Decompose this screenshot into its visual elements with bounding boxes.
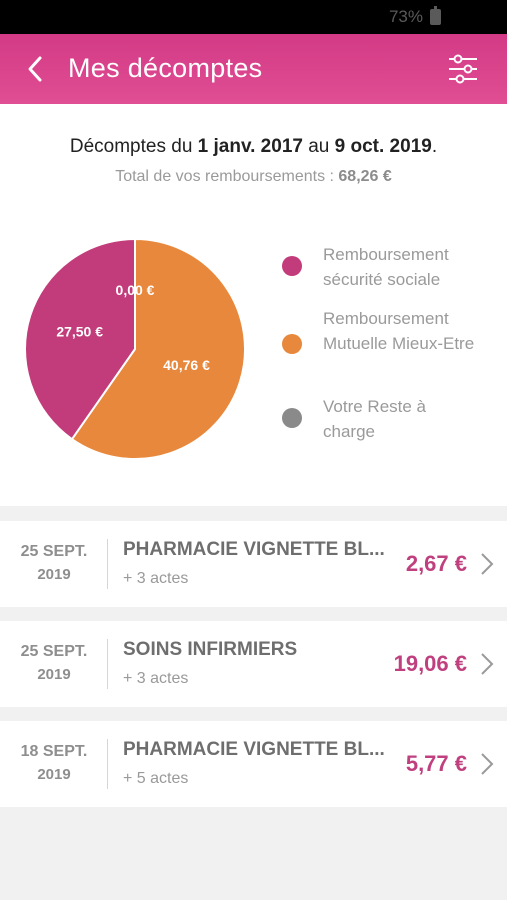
row-year: 2019 bbox=[37, 666, 71, 683]
page-title: Mes décomptes bbox=[68, 53, 263, 83]
battery-icon bbox=[430, 6, 441, 25]
row-title: SOINS INFIRMIERS bbox=[123, 639, 298, 660]
status-bar: 73% bbox=[0, 0, 507, 34]
period-suffix: . bbox=[431, 136, 438, 157]
row-day: 25 SEPT. bbox=[20, 643, 88, 660]
summary-card: Décomptes du 1 janv. 2017 au 9 oct. 2019… bbox=[0, 104, 507, 506]
row-title: PHARMACIE VIGNETTE BL... bbox=[123, 739, 385, 760]
period-text: Décomptes du 1 janv. 2017 au 9 oct. 2019… bbox=[0, 136, 507, 158]
legend-item-securite-sociale: Remboursement sécurité sociale bbox=[282, 242, 482, 292]
legend-dot-securite-sociale bbox=[282, 256, 302, 276]
period-prefix: Décomptes du bbox=[69, 136, 198, 157]
back-button[interactable] bbox=[22, 52, 52, 86]
row-divider bbox=[107, 739, 108, 789]
period-end: 9 oct. 2019 bbox=[334, 136, 432, 157]
chevron-right-icon bbox=[481, 553, 494, 575]
pie-chart: 27,50 € 40,76 € 0,00 € bbox=[24, 238, 246, 460]
row-date: 25 SEPT. 2019 bbox=[0, 641, 108, 687]
pie-label-reste-a-charge: 0,00 € bbox=[116, 282, 155, 298]
legend-label-mutuelle: Remboursement Mutuelle Mieux-Etre bbox=[323, 309, 475, 353]
battery-percentage: 73% bbox=[388, 7, 423, 26]
app-bar: Mes décomptes bbox=[0, 34, 507, 104]
row-title: PHARMACIE VIGNETTE BL... bbox=[123, 539, 385, 560]
decompte-row[interactable]: 25 SEPT. 2019 SOINS INFIRMIERS + 3 actes… bbox=[0, 621, 507, 707]
row-amount: 2,67 € bbox=[405, 551, 467, 576]
row-amount: 5,77 € bbox=[405, 751, 467, 776]
legend-label-reste-a-charge: Votre Reste à charge bbox=[323, 397, 427, 441]
row-year: 2019 bbox=[37, 766, 71, 783]
row-acts: + 3 actes bbox=[123, 570, 189, 587]
legend-label-securite-sociale: Remboursement sécurité sociale bbox=[323, 245, 449, 289]
chevron-left-icon bbox=[28, 56, 42, 82]
chevron-right-icon bbox=[481, 753, 494, 775]
filter-button[interactable] bbox=[447, 52, 479, 86]
total-reimbursements: Total de vos remboursements : 68,26 € bbox=[0, 168, 507, 186]
legend-item-mutuelle: Remboursement Mutuelle Mieux-Etre bbox=[282, 306, 482, 382]
chevron-right-icon bbox=[481, 653, 494, 675]
total-label: Total de vos remboursements : bbox=[115, 168, 339, 185]
decompte-row[interactable]: 25 SEPT. 2019 PHARMACIE VIGNETTE BL... +… bbox=[0, 521, 507, 607]
row-date: 25 SEPT. 2019 bbox=[0, 541, 108, 587]
filter-sliders-icon bbox=[449, 54, 477, 84]
row-day: 25 SEPT. bbox=[20, 543, 88, 560]
row-year: 2019 bbox=[37, 566, 71, 583]
row-divider bbox=[107, 639, 108, 689]
row-amount: 19,06 € bbox=[393, 651, 467, 676]
row-acts: + 3 actes bbox=[123, 670, 189, 687]
period-start: 1 janv. 2017 bbox=[197, 136, 303, 157]
row-date: 18 SEPT. 2019 bbox=[0, 741, 108, 787]
total-value: 68,26 € bbox=[338, 168, 392, 185]
legend-dot-reste-a-charge bbox=[282, 408, 302, 428]
legend-item-reste-a-charge: Votre Reste à charge bbox=[282, 394, 482, 444]
row-divider bbox=[107, 539, 108, 589]
decompte-row[interactable]: 18 SEPT. 2019 PHARMACIE VIGNETTE BL... +… bbox=[0, 721, 507, 807]
row-day: 18 SEPT. bbox=[20, 743, 88, 760]
legend-dot-mutuelle bbox=[282, 334, 302, 354]
pie-label-mutuelle: 40,76 € bbox=[163, 357, 210, 373]
row-acts: + 5 actes bbox=[123, 770, 189, 787]
pie-slice-securite-sociale bbox=[24, 238, 136, 441]
pie-slice-mutuelle bbox=[70, 238, 246, 460]
period-middle: au bbox=[302, 136, 335, 157]
pie-label-securite-sociale: 27,50 € bbox=[56, 324, 103, 340]
